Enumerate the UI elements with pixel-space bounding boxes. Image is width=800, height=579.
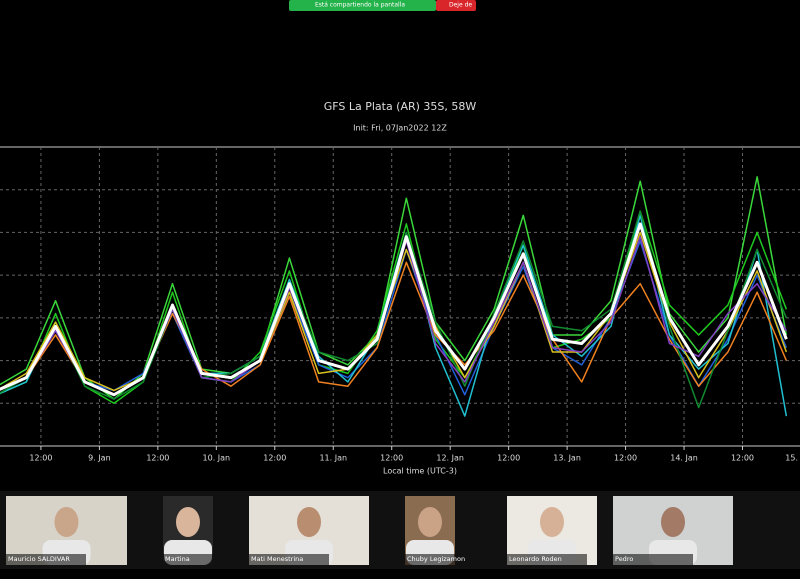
x-axis-label: Local time (UTC-3) <box>383 467 457 476</box>
x-tick-label: 12:00 <box>380 454 403 463</box>
x-tick-label: 12:00 <box>497 454 520 463</box>
stop-share-button[interactable] <box>436 0 476 11</box>
name-tag <box>405 554 455 565</box>
x-tick-label: 12:00 <box>29 454 52 463</box>
x-tick-label: 14. Jan <box>670 454 698 463</box>
participant-face <box>54 507 79 537</box>
name-tag <box>507 554 587 565</box>
x-tick-label: 12. Jan <box>436 454 464 463</box>
x-tick-label: 12:00 <box>614 454 637 463</box>
participant-name: Mauricio SALDIVAR <box>8 555 70 563</box>
participant-face <box>540 507 564 537</box>
name-tag <box>163 554 213 565</box>
participant-face <box>661 507 685 537</box>
name-tag <box>249 554 329 565</box>
participant-face <box>176 507 200 537</box>
participant-name: Chuby Legizamon <box>407 555 465 563</box>
ensemble-line <box>0 210 788 405</box>
participant-name: Pedro <box>615 555 633 563</box>
x-tick-label: 10. Jan <box>203 454 231 463</box>
chart-subtitle: Init: Fri, 07Jan2022 12Z <box>353 124 447 133</box>
ensemble-line <box>0 222 788 397</box>
chart-title: GFS La Plata (AR) 35S, 58W <box>324 100 477 113</box>
x-tick-label: 12:00 <box>731 454 754 463</box>
name-tag <box>6 554 86 565</box>
x-tick-label: 11. Jan <box>319 454 347 463</box>
stop-share-label[interactable]: Deje de <box>449 2 472 9</box>
name-tag <box>613 554 693 565</box>
x-tick-label: 12:00 <box>146 454 169 463</box>
x-tick-label: 15. <box>785 454 798 463</box>
x-tick-label: 13. Jan <box>553 454 581 463</box>
participant-name: Martina <box>165 555 190 563</box>
participant-name: Leonardo Roden <box>509 555 562 563</box>
x-tick-label: 9. Jan <box>88 454 111 463</box>
share-status: Está compartiendo la pantalla <box>315 2 405 9</box>
share-pill <box>289 0 436 11</box>
participant-face <box>297 507 321 537</box>
participant-name: Mati Menestrina <box>251 555 303 563</box>
participant-face <box>418 507 442 537</box>
x-tick-label: 12:00 <box>263 454 286 463</box>
